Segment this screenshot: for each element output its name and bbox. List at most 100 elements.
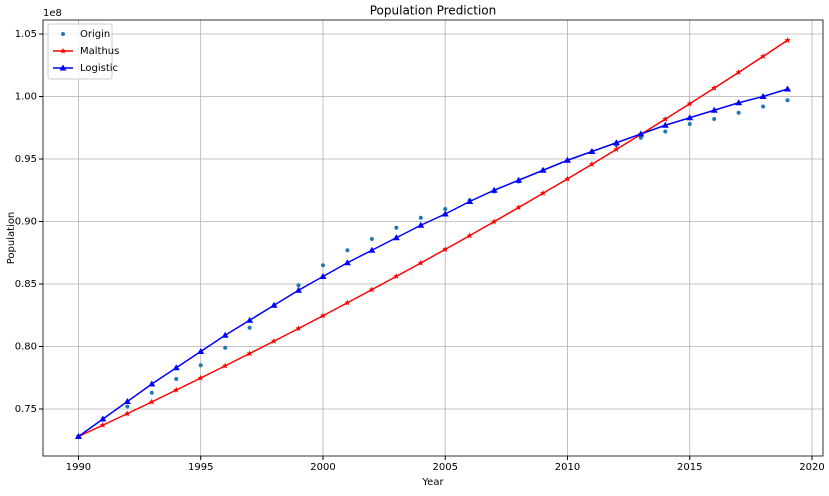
point xyxy=(125,404,130,409)
point xyxy=(148,398,155,405)
point xyxy=(393,273,400,279)
point xyxy=(394,225,399,230)
legend-box xyxy=(47,23,113,80)
x-tick-label: 2000 xyxy=(310,462,335,473)
chart-title: Population Prediction xyxy=(370,4,496,18)
point xyxy=(612,139,620,146)
x-tick-label: 1990 xyxy=(66,462,91,473)
point xyxy=(247,325,252,330)
point xyxy=(761,104,766,109)
point xyxy=(74,433,82,439)
point xyxy=(759,93,767,99)
point xyxy=(295,325,302,332)
point xyxy=(466,198,474,204)
point xyxy=(539,190,547,196)
point xyxy=(172,364,180,371)
point xyxy=(173,386,180,393)
point xyxy=(638,135,643,140)
y-tick-label: 0.85 xyxy=(15,279,37,290)
point xyxy=(710,106,718,113)
point xyxy=(221,331,229,338)
point xyxy=(197,348,205,354)
point xyxy=(662,115,669,122)
x-tick-label: 1995 xyxy=(188,462,213,473)
legend-label: Malthus xyxy=(80,46,119,57)
point xyxy=(417,259,424,266)
point xyxy=(295,286,303,293)
point xyxy=(124,410,131,417)
point xyxy=(613,146,620,152)
point xyxy=(198,363,203,368)
point xyxy=(149,390,154,395)
point xyxy=(491,218,498,225)
point xyxy=(712,117,717,121)
point xyxy=(515,176,523,183)
point xyxy=(442,246,449,252)
point xyxy=(490,186,498,193)
point xyxy=(564,175,571,182)
point xyxy=(637,130,645,137)
legend-marker xyxy=(59,64,67,71)
point xyxy=(539,166,547,173)
point xyxy=(369,237,374,241)
point xyxy=(686,100,693,107)
point xyxy=(588,161,595,167)
point xyxy=(197,374,204,381)
y-tick-label: 1.00 xyxy=(15,92,37,103)
point xyxy=(686,114,694,121)
point xyxy=(174,377,179,381)
point xyxy=(392,234,400,241)
x-tick-label: 2010 xyxy=(555,462,580,473)
plot-frame xyxy=(42,19,824,457)
point xyxy=(368,286,375,293)
point xyxy=(345,248,350,253)
point xyxy=(99,421,106,428)
x-tick-label: 2015 xyxy=(677,462,702,473)
point xyxy=(99,415,107,422)
point xyxy=(417,221,425,228)
y-tick-label: 0.95 xyxy=(15,154,37,165)
point xyxy=(296,283,301,288)
point xyxy=(515,204,522,211)
legend-label: Origin xyxy=(80,29,110,40)
point xyxy=(343,259,351,266)
point xyxy=(760,53,767,59)
point xyxy=(320,263,325,268)
x-tick-label: 2005 xyxy=(432,462,457,473)
point xyxy=(148,380,156,387)
point xyxy=(661,121,669,128)
y-tick-label: 1.05 xyxy=(15,29,37,40)
point xyxy=(563,156,571,163)
point xyxy=(246,350,253,357)
point xyxy=(418,215,423,220)
point xyxy=(223,345,228,350)
y-tick-label: 0.75 xyxy=(15,404,37,415)
y-offset-label: 1e8 xyxy=(43,8,62,19)
point xyxy=(784,85,792,92)
point xyxy=(711,84,718,91)
point xyxy=(443,207,448,211)
point xyxy=(735,99,743,106)
point xyxy=(736,110,741,115)
point xyxy=(344,299,351,306)
series-line xyxy=(78,88,788,438)
y-tick-label: 0.90 xyxy=(15,217,37,228)
point xyxy=(222,362,229,369)
legend-marker xyxy=(59,47,67,54)
y-axis-label: Population xyxy=(6,212,17,265)
point xyxy=(441,210,449,217)
point xyxy=(319,273,327,279)
point xyxy=(319,312,327,319)
point xyxy=(271,337,278,344)
point xyxy=(466,232,473,239)
point xyxy=(687,122,692,126)
point xyxy=(588,148,596,154)
point xyxy=(123,398,131,404)
point xyxy=(368,246,376,253)
x-axis-label: Year xyxy=(421,477,444,488)
x-tick-label: 2020 xyxy=(799,462,824,473)
series-line xyxy=(78,39,788,438)
point xyxy=(246,316,254,323)
y-tick-label: 0.80 xyxy=(15,342,37,353)
